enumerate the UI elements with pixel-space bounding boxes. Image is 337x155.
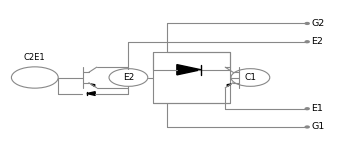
Text: E2: E2 — [311, 37, 323, 46]
Polygon shape — [87, 92, 95, 95]
Polygon shape — [227, 84, 231, 86]
Circle shape — [305, 41, 309, 43]
Text: C1: C1 — [244, 73, 256, 82]
Circle shape — [305, 108, 309, 110]
Polygon shape — [177, 65, 201, 75]
Text: G2: G2 — [311, 19, 325, 28]
Bar — [153, 52, 230, 103]
Text: E2: E2 — [123, 73, 134, 82]
Circle shape — [305, 22, 309, 24]
Text: G1: G1 — [311, 122, 325, 131]
Circle shape — [305, 126, 309, 128]
Text: E1: E1 — [311, 104, 323, 113]
Text: C2E1: C2E1 — [24, 53, 45, 62]
Polygon shape — [91, 84, 95, 86]
